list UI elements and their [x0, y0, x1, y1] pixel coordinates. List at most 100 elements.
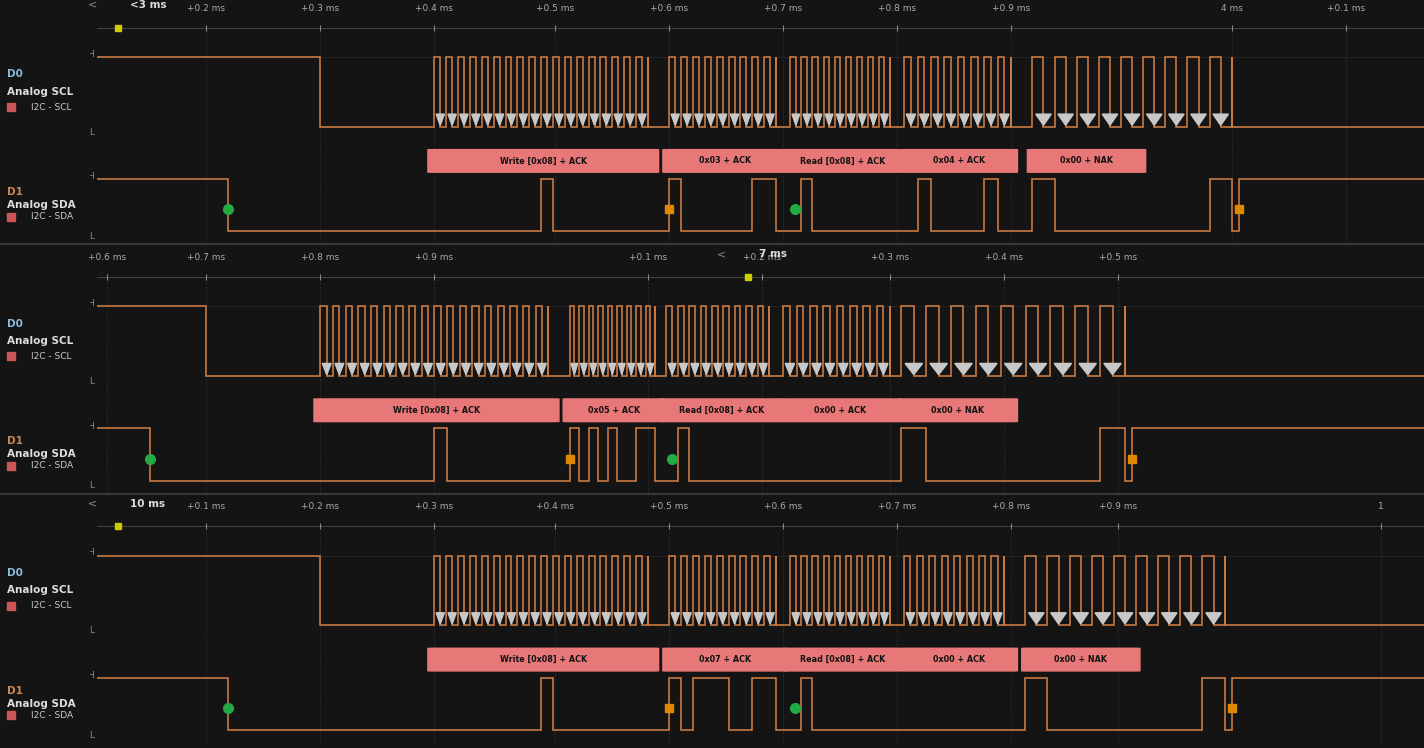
Polygon shape — [373, 364, 382, 375]
Text: +0.1 ms: +0.1 ms — [1327, 4, 1364, 13]
Polygon shape — [525, 364, 534, 375]
Text: 0x00 + NAK: 0x00 + NAK — [1054, 655, 1108, 664]
Polygon shape — [731, 613, 739, 624]
Polygon shape — [695, 114, 703, 125]
Text: H: H — [87, 422, 94, 431]
Text: +0.9 ms: +0.9 ms — [1099, 502, 1136, 512]
Polygon shape — [1072, 613, 1088, 624]
Text: +0.2 ms: +0.2 ms — [743, 253, 780, 262]
Polygon shape — [423, 364, 433, 375]
Polygon shape — [412, 364, 420, 375]
Polygon shape — [713, 364, 722, 375]
Text: +0.3 ms: +0.3 ms — [302, 4, 339, 13]
Polygon shape — [906, 114, 916, 125]
Polygon shape — [679, 364, 688, 375]
FancyBboxPatch shape — [562, 398, 665, 423]
Polygon shape — [981, 613, 990, 624]
Polygon shape — [736, 364, 745, 375]
Text: Analog SDA: Analog SDA — [7, 200, 75, 210]
Text: +0.5 ms: +0.5 ms — [537, 4, 574, 13]
Text: +0.8 ms: +0.8 ms — [879, 4, 916, 13]
Text: D0: D0 — [7, 70, 23, 79]
Polygon shape — [870, 613, 877, 624]
Polygon shape — [581, 364, 587, 375]
Text: Analog SCL: Analog SCL — [7, 336, 74, 346]
Polygon shape — [1079, 114, 1095, 125]
Polygon shape — [628, 364, 635, 375]
Polygon shape — [731, 114, 739, 125]
Text: 7 ms: 7 ms — [759, 249, 787, 260]
Bar — [0, 282, 90, 387]
Polygon shape — [627, 613, 634, 624]
Polygon shape — [706, 613, 715, 624]
Polygon shape — [792, 114, 800, 125]
Polygon shape — [1079, 364, 1096, 375]
Text: 0x00 + ACK: 0x00 + ACK — [933, 655, 985, 664]
Polygon shape — [1035, 114, 1051, 125]
Polygon shape — [1104, 364, 1121, 375]
Text: L: L — [88, 377, 94, 386]
Text: <: < — [718, 249, 726, 260]
Polygon shape — [1139, 613, 1155, 624]
Polygon shape — [931, 613, 940, 624]
Polygon shape — [1030, 364, 1047, 375]
Polygon shape — [461, 364, 470, 375]
Text: Write [0x08] + ACK: Write [0x08] + ACK — [500, 655, 587, 664]
Text: +0.1 ms: +0.1 ms — [629, 253, 666, 262]
Polygon shape — [487, 364, 496, 375]
Polygon shape — [496, 114, 504, 125]
Polygon shape — [567, 114, 575, 125]
Polygon shape — [520, 114, 527, 125]
Text: +0.2 ms: +0.2 ms — [188, 4, 225, 13]
Polygon shape — [590, 364, 597, 375]
Polygon shape — [335, 364, 343, 375]
Polygon shape — [602, 613, 611, 624]
Polygon shape — [614, 114, 622, 125]
Polygon shape — [968, 613, 977, 624]
Polygon shape — [474, 364, 483, 375]
Bar — [0, 384, 90, 494]
Text: I2C - SDA: I2C - SDA — [31, 711, 74, 720]
Text: Read [0x08] + ACK: Read [0x08] + ACK — [679, 405, 763, 414]
Bar — [0, 32, 90, 137]
FancyBboxPatch shape — [313, 398, 560, 423]
Text: L: L — [88, 626, 94, 635]
Text: <: < — [88, 498, 97, 509]
Text: Write [0x08] + ACK: Write [0x08] + ACK — [393, 405, 480, 414]
Polygon shape — [600, 364, 607, 375]
Polygon shape — [471, 114, 480, 125]
Text: I2C - SCL: I2C - SCL — [31, 601, 71, 610]
FancyBboxPatch shape — [1021, 648, 1141, 672]
Text: +0.4 ms: +0.4 ms — [985, 253, 1022, 262]
Polygon shape — [870, 114, 877, 125]
Text: H: H — [87, 671, 94, 680]
FancyBboxPatch shape — [900, 648, 1018, 672]
Polygon shape — [543, 613, 551, 624]
Polygon shape — [671, 613, 679, 624]
Polygon shape — [1054, 364, 1071, 375]
Polygon shape — [638, 364, 644, 375]
Polygon shape — [618, 364, 625, 375]
Polygon shape — [684, 613, 691, 624]
Text: Read [0x08] + ACK: Read [0x08] + ACK — [800, 156, 884, 165]
Bar — [0, 634, 90, 743]
Polygon shape — [702, 364, 711, 375]
Polygon shape — [1146, 114, 1162, 125]
Text: I2C - SCL: I2C - SCL — [31, 102, 71, 111]
Polygon shape — [947, 114, 956, 125]
Polygon shape — [719, 613, 726, 624]
Text: Analog SDA: Analog SDA — [7, 699, 75, 709]
FancyBboxPatch shape — [900, 149, 1018, 173]
FancyBboxPatch shape — [897, 398, 1018, 423]
Polygon shape — [803, 613, 810, 624]
Polygon shape — [906, 364, 923, 375]
Polygon shape — [880, 114, 889, 125]
FancyBboxPatch shape — [662, 149, 787, 173]
Text: Analog SCL: Analog SCL — [7, 87, 74, 96]
Text: +0.3 ms: +0.3 ms — [416, 502, 453, 512]
Text: 4 ms: 4 ms — [1220, 4, 1243, 13]
Polygon shape — [994, 613, 1002, 624]
Polygon shape — [555, 613, 562, 624]
Polygon shape — [684, 114, 691, 125]
Polygon shape — [360, 364, 369, 375]
